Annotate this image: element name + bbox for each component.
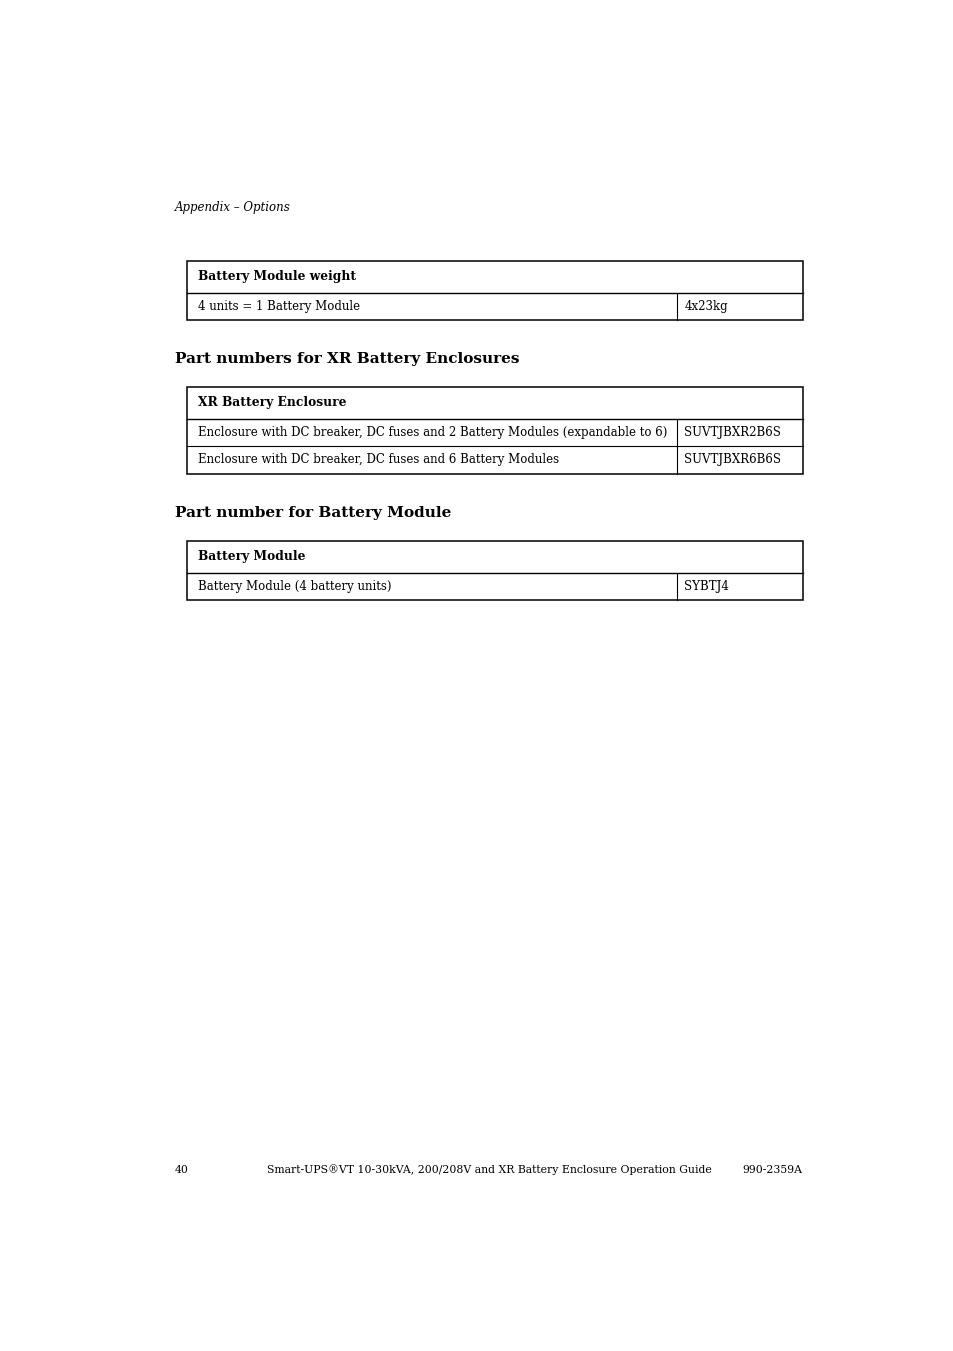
Bar: [187, 261, 802, 320]
Text: SYBTJ4: SYBTJ4: [683, 580, 728, 593]
Text: 4x23kg: 4x23kg: [683, 300, 727, 313]
Text: Battery Module: Battery Module: [197, 550, 305, 563]
Text: Part numbers for XR Battery Enclosures: Part numbers for XR Battery Enclosures: [174, 353, 519, 366]
Text: Appendix – Options: Appendix – Options: [174, 200, 291, 213]
Text: 990-2359A: 990-2359A: [742, 1165, 802, 1175]
Text: SUVTJBXR6B6S: SUVTJBXR6B6S: [683, 454, 781, 466]
Bar: [187, 540, 802, 600]
Text: XR Battery Enclosure: XR Battery Enclosure: [197, 396, 346, 409]
Text: Enclosure with DC breaker, DC fuses and 2 Battery Modules (expandable to 6): Enclosure with DC breaker, DC fuses and …: [197, 426, 666, 439]
Text: Smart-UPS®VT 10-30kVA, 200/208V and XR Battery Enclosure Operation Guide: Smart-UPS®VT 10-30kVA, 200/208V and XR B…: [266, 1165, 711, 1175]
Text: SUVTJBXR2B6S: SUVTJBXR2B6S: [683, 426, 781, 439]
Text: Enclosure with DC breaker, DC fuses and 6 Battery Modules: Enclosure with DC breaker, DC fuses and …: [197, 454, 558, 466]
Text: 4 units = 1 Battery Module: 4 units = 1 Battery Module: [197, 300, 359, 313]
Text: Battery Module weight: Battery Module weight: [197, 270, 355, 284]
Text: Part number for Battery Module: Part number for Battery Module: [174, 505, 451, 520]
Text: Battery Module (4 battery units): Battery Module (4 battery units): [197, 580, 391, 593]
Text: 40: 40: [174, 1165, 189, 1175]
Bar: [187, 386, 802, 474]
